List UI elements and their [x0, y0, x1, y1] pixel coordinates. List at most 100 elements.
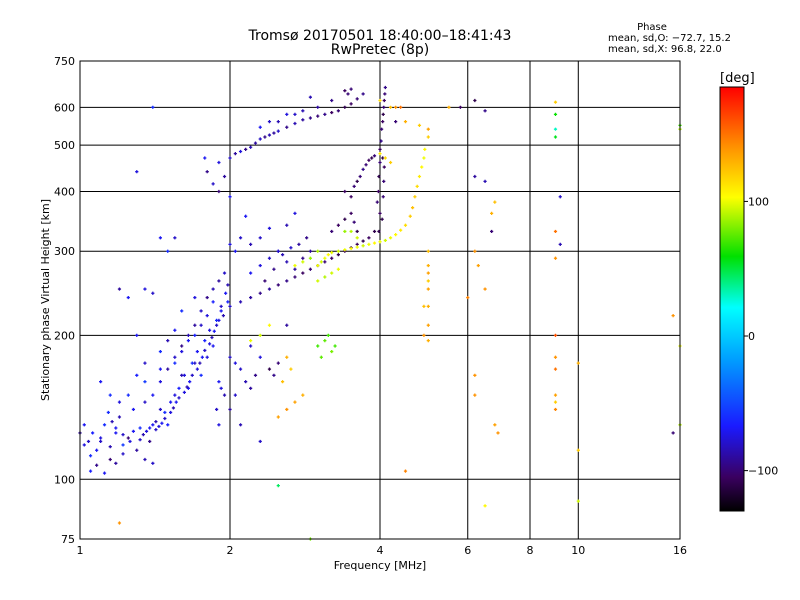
data-point	[185, 385, 189, 389]
data-point	[349, 87, 353, 91]
data-point	[99, 380, 103, 384]
data-point	[114, 431, 118, 435]
data-point	[126, 393, 130, 397]
data-point	[388, 105, 393, 109]
data-point	[219, 304, 223, 308]
data-point	[135, 373, 139, 377]
grid-lines	[80, 61, 680, 539]
data-point	[272, 373, 276, 377]
data-point	[99, 436, 103, 440]
data-point	[249, 145, 253, 149]
data-point	[169, 400, 173, 404]
data-point	[238, 236, 243, 240]
data-point	[117, 415, 122, 419]
data-point	[473, 373, 477, 377]
data-point	[219, 309, 223, 313]
data-point	[258, 236, 262, 240]
data-point	[186, 333, 190, 337]
data-point	[330, 110, 334, 115]
data-point	[383, 238, 387, 243]
data-point	[426, 339, 430, 343]
data-point	[135, 333, 139, 337]
data-point	[128, 439, 132, 444]
data-point	[203, 339, 207, 343]
data-point	[483, 179, 487, 183]
data-point	[379, 139, 383, 143]
colorbar-tick-label: 100	[748, 195, 769, 208]
data-point	[355, 236, 359, 240]
data-point	[323, 260, 327, 264]
data-point	[276, 120, 280, 124]
y-tick-label: 400	[54, 185, 75, 198]
data-point	[576, 361, 580, 365]
data-point	[473, 174, 477, 179]
data-point	[301, 109, 305, 113]
data-point	[226, 300, 230, 304]
data-point	[193, 323, 197, 327]
data-point	[394, 120, 398, 124]
data-point	[222, 271, 227, 275]
data-point	[166, 339, 170, 343]
data-point	[319, 260, 323, 264]
data-point	[217, 279, 221, 283]
data-point	[131, 407, 136, 412]
data-point	[301, 260, 305, 264]
x-axis-ticks: 1 2 4 6 8 10 16	[77, 544, 688, 557]
data-point	[143, 361, 147, 365]
data-point	[316, 105, 320, 109]
data-point	[293, 400, 297, 404]
data-point	[361, 92, 365, 96]
data-point	[382, 165, 386, 169]
data-point	[160, 421, 164, 425]
data-point	[343, 229, 347, 234]
data-point	[148, 439, 152, 444]
data-point	[200, 355, 204, 359]
data-point	[285, 355, 289, 359]
data-point	[293, 211, 297, 215]
data-point	[143, 457, 147, 462]
data-point	[358, 174, 362, 179]
data-point	[326, 253, 330, 257]
data-point	[293, 121, 297, 126]
data-point	[352, 184, 356, 188]
y-tick-label: 75	[61, 533, 75, 546]
data-point	[415, 184, 419, 188]
data-point	[114, 426, 118, 430]
data-point	[372, 229, 377, 234]
data-point	[410, 206, 415, 210]
data-point	[323, 112, 327, 116]
colorbar-tick-label: −100	[748, 465, 778, 478]
data-point	[403, 469, 408, 473]
data-point	[293, 263, 297, 268]
data-point	[285, 125, 289, 129]
data-point	[483, 287, 487, 291]
data-point	[233, 249, 237, 253]
data-point	[272, 267, 276, 271]
data-point	[226, 283, 230, 287]
data-point	[151, 423, 155, 427]
data-point	[367, 236, 371, 240]
data-point	[473, 98, 477, 103]
data-point	[263, 135, 267, 139]
data-point	[293, 267, 297, 271]
data-point	[108, 457, 112, 462]
data-point	[280, 253, 285, 257]
data-point	[399, 105, 403, 109]
data-point	[381, 195, 385, 199]
data-point	[330, 229, 334, 234]
data-point	[244, 380, 248, 384]
data-point	[336, 267, 340, 271]
data-point	[361, 244, 365, 248]
colorbar	[719, 86, 745, 512]
data-point	[158, 349, 163, 354]
data-point	[249, 339, 253, 343]
data-point	[211, 182, 215, 186]
x-axis-label: Frequency [MHz]	[334, 559, 426, 572]
data-point	[493, 423, 497, 427]
data-point	[490, 229, 494, 234]
data-point	[380, 217, 384, 221]
data-point	[173, 236, 177, 240]
data-point	[215, 323, 219, 327]
data-point	[238, 149, 243, 154]
data-point	[173, 361, 177, 365]
